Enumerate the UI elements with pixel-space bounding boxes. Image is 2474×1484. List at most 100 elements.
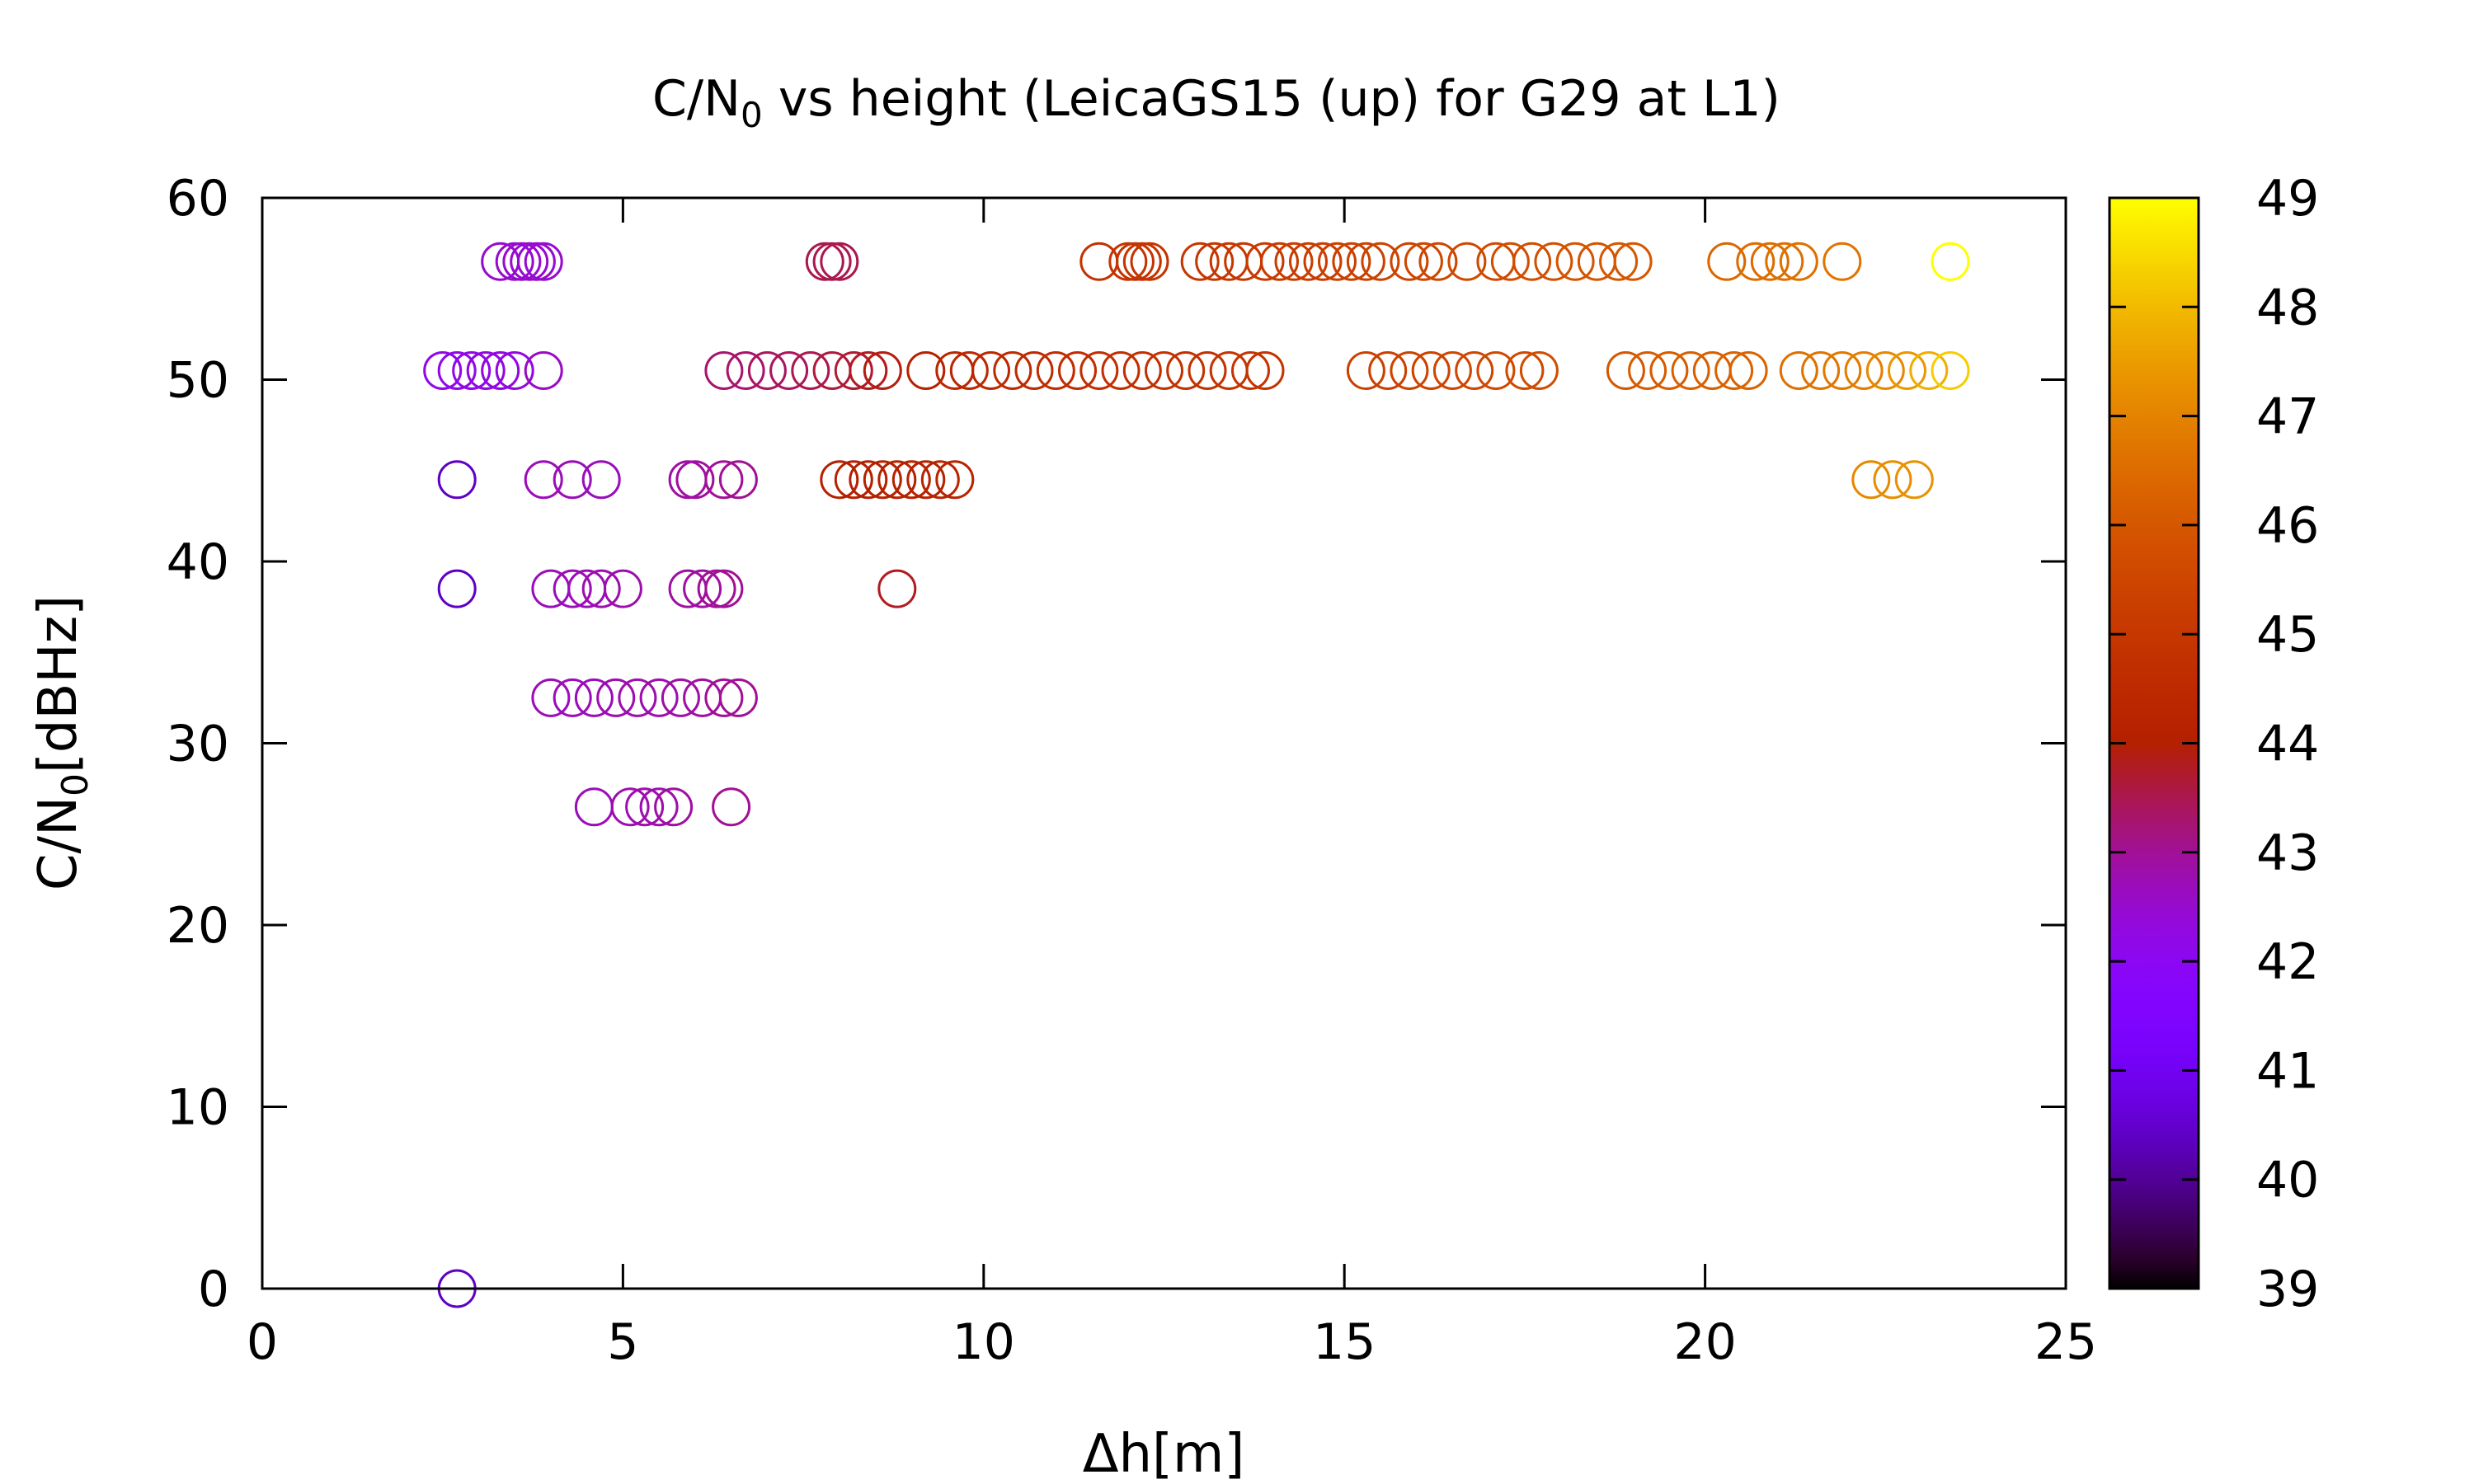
- data-point: [481, 351, 520, 390]
- data-point: [949, 351, 989, 390]
- data-point: [849, 460, 888, 500]
- data-point: [877, 569, 917, 608]
- data-point: [1418, 242, 1458, 281]
- data-point: [1873, 460, 1912, 500]
- data-point: [1476, 351, 1516, 390]
- data-point: [581, 460, 621, 500]
- data-point: [683, 569, 722, 608]
- data-point: [1613, 242, 1653, 281]
- colorbar-tick-label: 49: [2256, 170, 2319, 228]
- data-point: [791, 351, 830, 390]
- data-point: [718, 460, 758, 500]
- colorbar-tick-label: 47: [2256, 388, 2319, 446]
- data-point: [1555, 242, 1595, 281]
- data-point: [1512, 242, 1552, 281]
- data-point: [704, 460, 744, 500]
- data-point: [726, 351, 765, 390]
- data-point: [747, 351, 787, 390]
- data-point: [718, 678, 758, 717]
- data-point: [610, 787, 650, 827]
- colorbar-tick-label: 39: [2256, 1261, 2319, 1318]
- data-point: [834, 351, 873, 390]
- colorbar-tick-label: 44: [2256, 716, 2319, 773]
- data-point: [452, 351, 492, 390]
- data-point: [553, 678, 592, 717]
- data-point: [877, 460, 917, 500]
- data-point: [1130, 242, 1169, 281]
- data-point: [524, 242, 563, 281]
- data-point: [812, 242, 852, 281]
- data-point: [618, 678, 657, 717]
- data-point: [1534, 242, 1573, 281]
- data-point: [1931, 351, 1970, 390]
- data-point: [524, 351, 563, 390]
- data-point: [1823, 242, 1862, 281]
- data-point: [495, 351, 534, 390]
- data-point: [1245, 242, 1285, 281]
- data-point: [1195, 242, 1235, 281]
- data-point: [820, 242, 859, 281]
- data-point: [502, 242, 542, 281]
- data-point: [935, 460, 975, 500]
- data-point: [1122, 242, 1162, 281]
- data-point: [805, 242, 844, 281]
- data-point: [639, 678, 679, 717]
- data-point: [466, 351, 506, 390]
- data-point: [1649, 351, 1689, 390]
- data-point: [437, 569, 477, 608]
- colorbar-tick-label: 48: [2256, 279, 2319, 336]
- y-tick-label: 40: [167, 533, 229, 591]
- y-axis: 0 10 20 30 40 50 60: [167, 170, 2066, 1318]
- data-point: [863, 351, 902, 390]
- data-point: [1765, 242, 1804, 281]
- data-point: [683, 678, 722, 717]
- data-point: [1289, 242, 1328, 281]
- data-point: [1145, 351, 1183, 390]
- data-point: [1079, 242, 1119, 281]
- data-point: [1209, 351, 1249, 390]
- x-tick-label: 25: [2034, 1313, 2097, 1371]
- data-point: [1260, 242, 1299, 281]
- data-point: [581, 569, 621, 608]
- y-axis-label: C/N0[dBHz]: [28, 595, 96, 890]
- data-point: [1079, 351, 1119, 390]
- data-point: [1318, 242, 1357, 281]
- data-point: [906, 351, 946, 390]
- data-point: [668, 460, 708, 500]
- data-point: [1801, 351, 1841, 390]
- colorbar-tick-label: 42: [2256, 933, 2319, 991]
- data-point: [863, 460, 902, 500]
- data-point: [1519, 351, 1559, 390]
- data-point: [1577, 242, 1616, 281]
- data-point: [1505, 351, 1545, 390]
- data-point: [820, 460, 859, 500]
- chart-title: C/N0 vs height (LeicaGS15 (up) for G29 a…: [652, 70, 1780, 135]
- data-point: [437, 460, 477, 500]
- y-tick-label: 0: [198, 1261, 229, 1318]
- data-point: [704, 678, 744, 717]
- plot-frame: [261, 196, 2067, 1290]
- data-point: [1714, 351, 1754, 390]
- x-tick-label: 15: [1313, 1313, 1376, 1371]
- data-point: [1490, 242, 1530, 281]
- data-point: [661, 678, 700, 717]
- data-point: [1851, 460, 1891, 500]
- data-point: [1411, 351, 1451, 390]
- data-point: [697, 569, 736, 608]
- data-point: [1368, 351, 1408, 390]
- data-point: [1108, 242, 1148, 281]
- data-point: [654, 787, 694, 827]
- data-point: [906, 460, 946, 500]
- data-point: [553, 460, 592, 500]
- data-point: [1245, 351, 1285, 390]
- data-point: [1888, 351, 1926, 390]
- data-points: [423, 242, 1970, 1308]
- colorbar-tick-label: 40: [2256, 1152, 2319, 1209]
- data-point: [1180, 242, 1220, 281]
- data-point: [495, 242, 534, 281]
- data-point: [1361, 242, 1400, 281]
- data-point: [1779, 242, 1818, 281]
- x-tick-label: 5: [607, 1313, 638, 1371]
- data-point: [675, 460, 715, 500]
